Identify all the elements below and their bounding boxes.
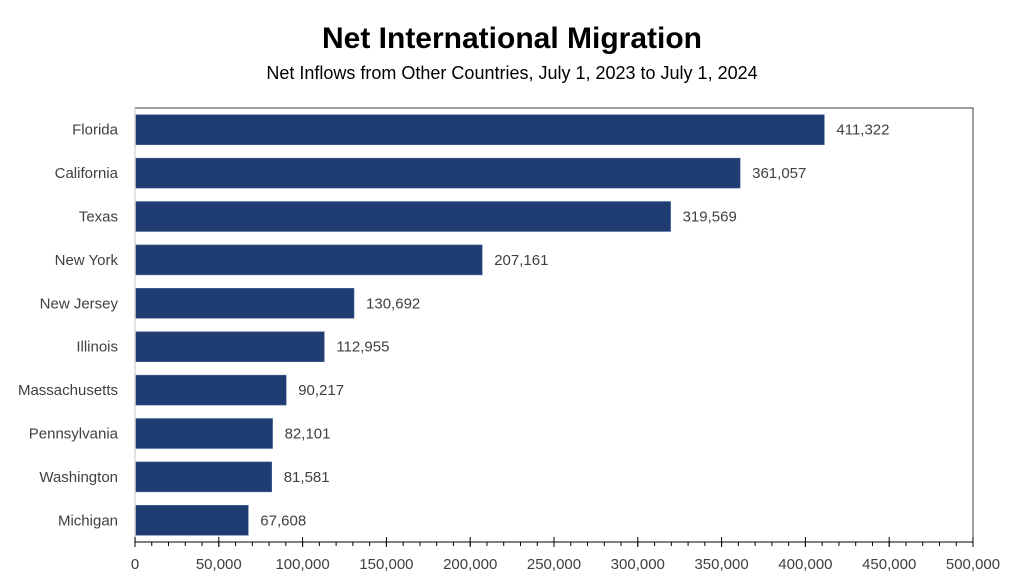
x-tick-label: 0 [131,556,139,573]
category-label: New Jersey [40,295,119,312]
value-label: 67,608 [260,512,306,529]
chart-subtitle: Net Inflows from Other Countries, July 1… [266,63,757,83]
bar [134,461,272,493]
value-label: 319,569 [683,209,737,226]
category-label: Massachusetts [18,382,118,399]
x-tick-label: 250,000 [527,556,581,573]
value-label: 81,581 [284,469,330,486]
category-label: Michigan [58,512,118,529]
bar [134,157,741,189]
x-tick-label: 450,000 [862,556,916,573]
x-tick-label: 150,000 [359,556,413,573]
x-tick-label: 500,000 [946,556,1000,573]
chart-title: Net International Migration [322,22,702,55]
x-tick-label: 300,000 [611,556,665,573]
bar [134,418,273,449]
value-label: 90,217 [298,382,344,399]
value-label: 130,692 [366,295,420,312]
bar [134,244,483,276]
category-label: Texas [79,209,118,226]
x-tick-label: 50,000 [196,556,242,573]
category-label: Florida [72,122,119,139]
category-label: New York [55,252,119,269]
category-label: Pennsylvania [29,426,119,443]
bar [134,201,671,232]
value-label: 361,057 [752,165,806,182]
x-tick-label: 100,000 [275,556,329,573]
x-tick-label: 350,000 [694,556,748,573]
category-label: Washington [39,469,118,486]
value-label: 112,955 [336,339,389,356]
bar [134,374,287,406]
bar [134,288,355,319]
value-label: 411,322 [836,122,889,139]
category-label: Illinois [76,339,118,356]
category-label: California [55,165,119,182]
bar [134,114,825,145]
x-tick-label: 200,000 [443,556,497,573]
bar [134,505,249,536]
value-label: 207,161 [494,252,548,269]
x-tick-label: 400,000 [778,556,832,573]
value-label: 82,101 [285,426,331,443]
bar [134,331,325,362]
